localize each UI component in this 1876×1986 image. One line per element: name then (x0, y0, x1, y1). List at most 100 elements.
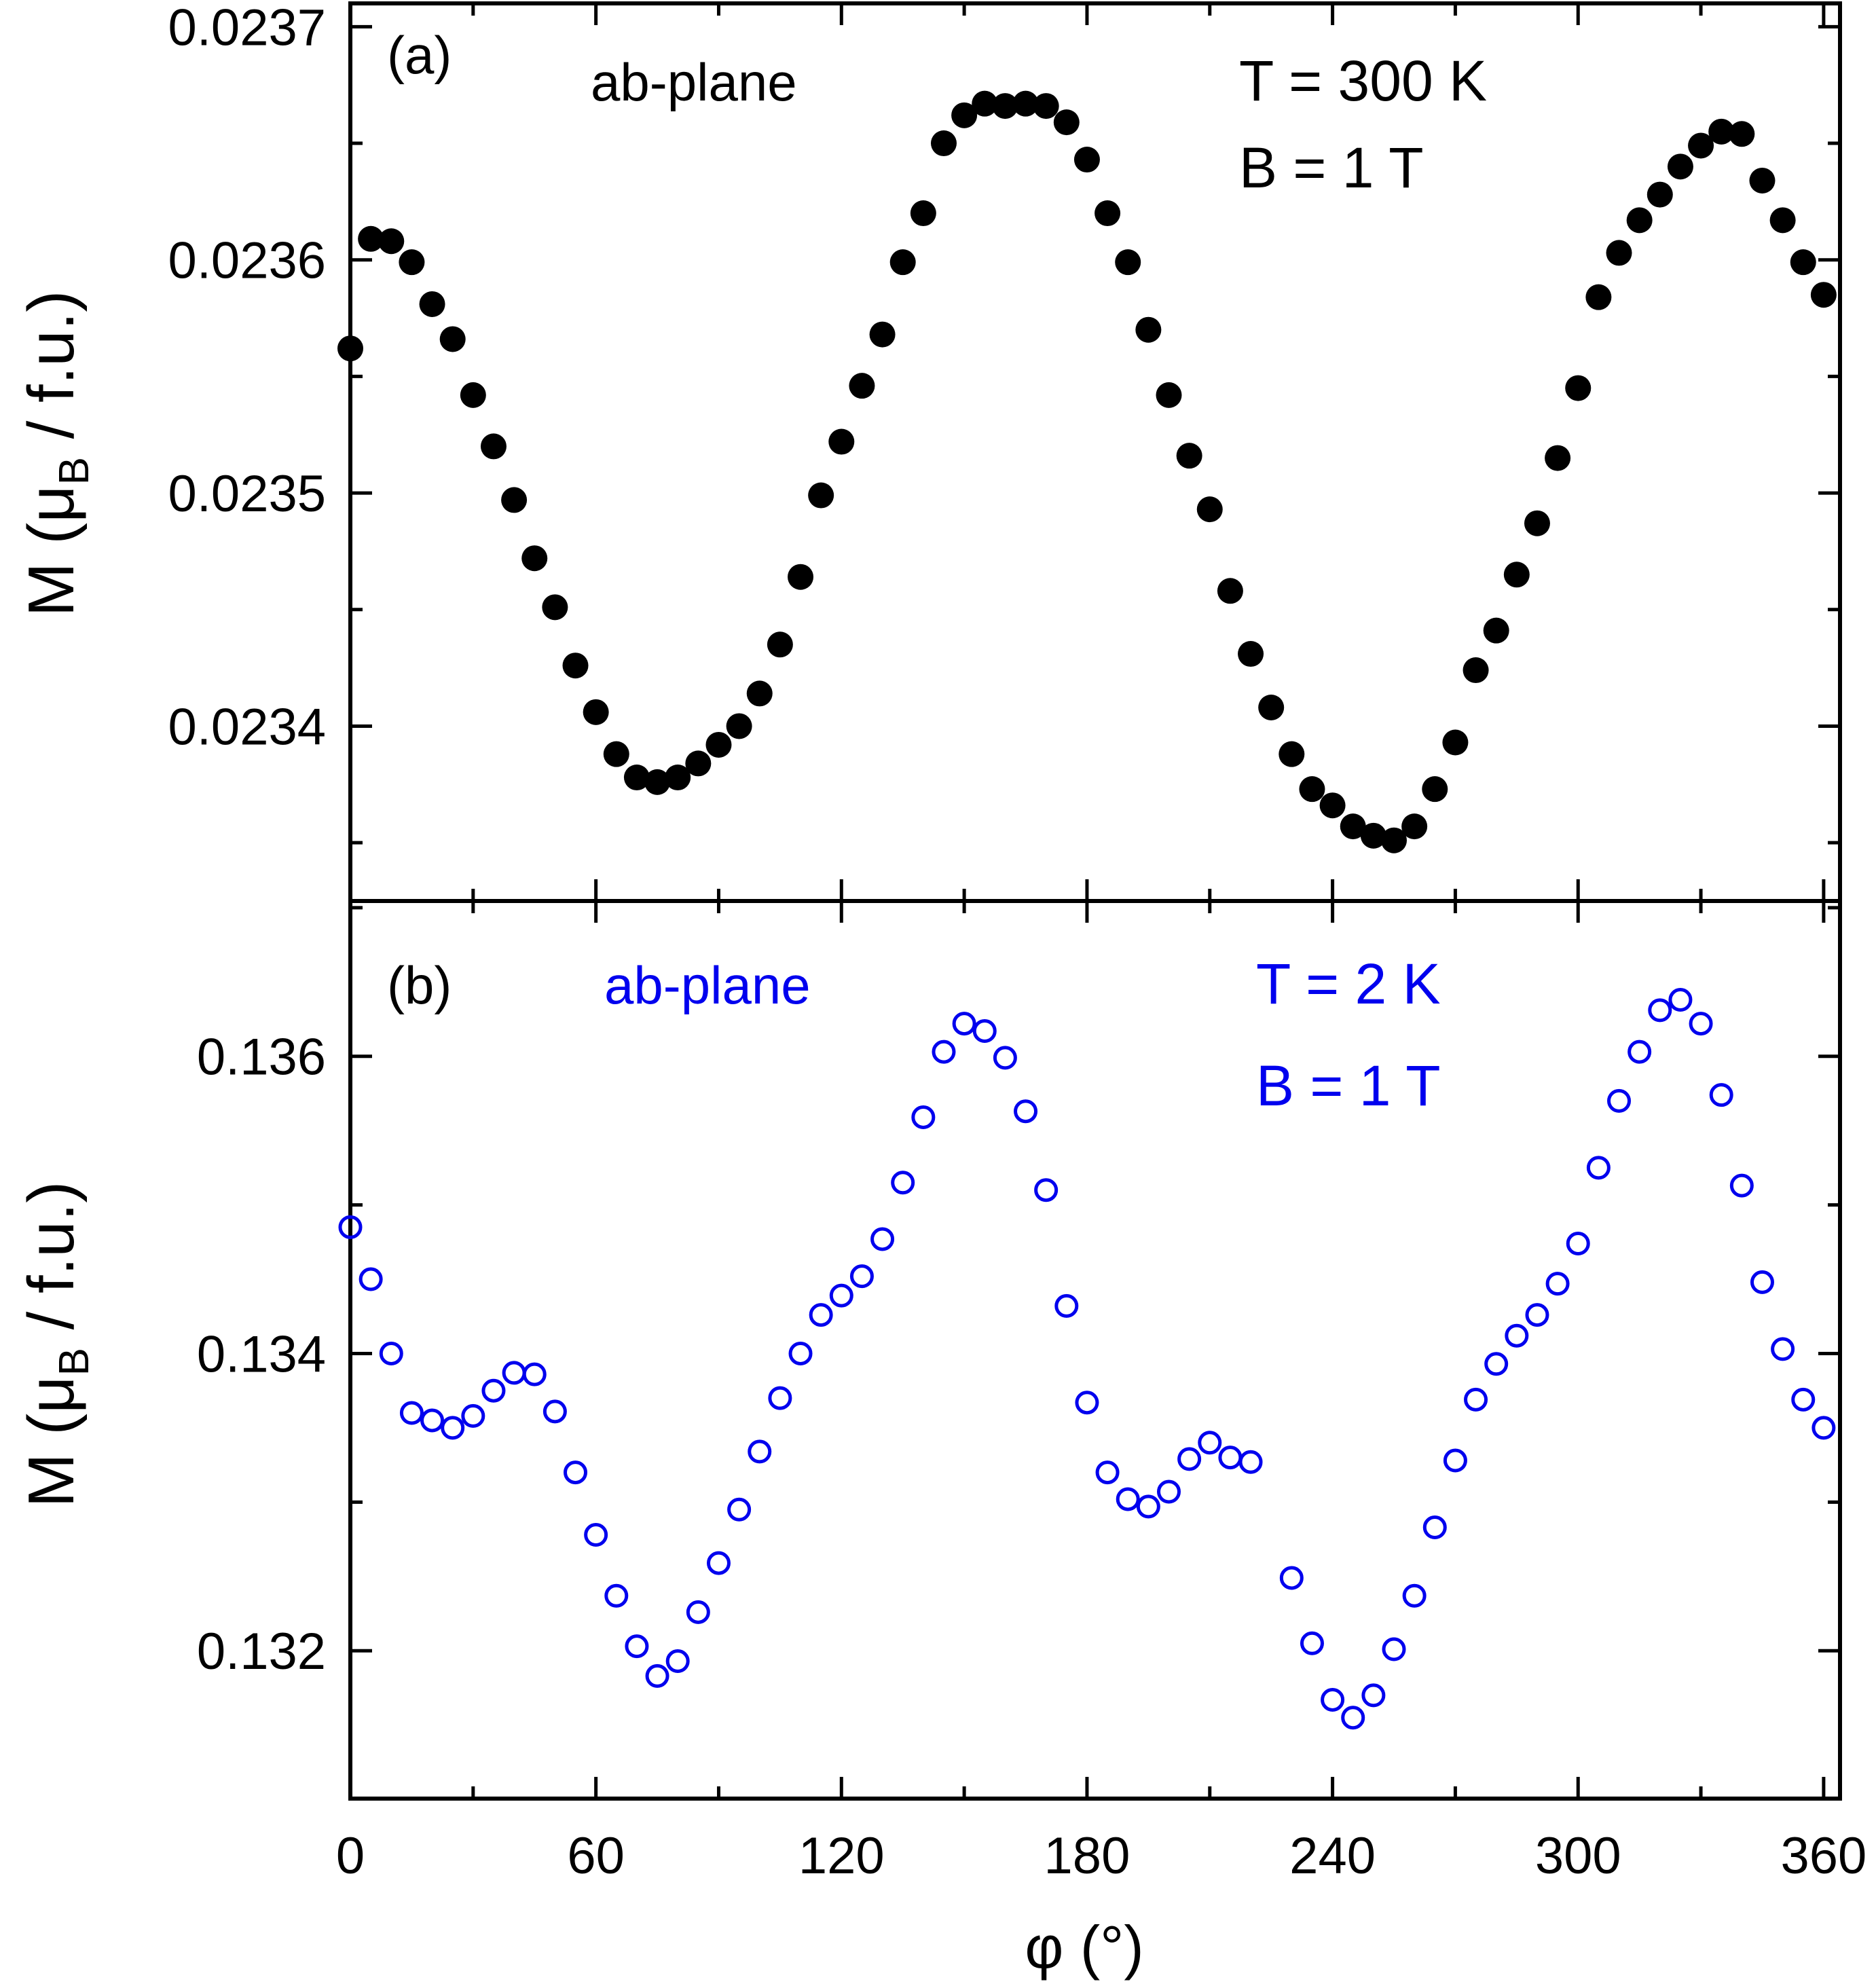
data-point (1217, 578, 1243, 604)
x-tick-label: 0 (336, 1827, 365, 1885)
data-point (623, 765, 650, 791)
data-point (1300, 1631, 1324, 1655)
data-point (1729, 121, 1755, 147)
data-point (564, 1460, 588, 1485)
data-point (378, 228, 405, 255)
data-point (788, 1341, 813, 1365)
data-point (889, 249, 916, 276)
data-point (788, 564, 814, 590)
data-point (542, 594, 568, 621)
data-point (542, 1399, 567, 1424)
data-point (685, 750, 712, 777)
data-point (1667, 153, 1693, 180)
panel-a-y-tick-label: 0.0234 (168, 698, 326, 756)
data-point (1442, 729, 1469, 756)
data-point (1648, 998, 1672, 1023)
data-point (1198, 1431, 1222, 1455)
data-point (358, 225, 384, 252)
panel-b: (b) ab-plane T = 2 K B = 1 T M (μB / f.u… (15, 952, 1441, 1981)
data-point (767, 631, 793, 658)
panel-a: (a) ab-plane T = 300 K B = 1 T M (μB / f… (15, 25, 1487, 617)
data-point (1443, 1448, 1467, 1473)
panel-a-y-tick-label: 0.0236 (168, 232, 326, 290)
data-point (338, 1215, 363, 1239)
data-point (1341, 1706, 1365, 1730)
data-point (1505, 1323, 1529, 1348)
data-point (1095, 1460, 1120, 1485)
data-point (1279, 1566, 1304, 1590)
data-point (1771, 1337, 1795, 1361)
data-point (1402, 1583, 1427, 1608)
panel-a-plane-annotation: ab-plane (591, 52, 797, 112)
data-point (686, 1600, 710, 1624)
data-point (1790, 249, 1816, 276)
data-point (748, 1439, 772, 1464)
data-point (1585, 284, 1612, 310)
data-point (1156, 1479, 1181, 1504)
data-point (1034, 1178, 1059, 1202)
data-point (1606, 240, 1632, 266)
panel-a-axes: 0.0234 0.0235 0.0236 0.0237 (168, 0, 1840, 901)
panel-a-data-points (337, 90, 1837, 853)
data-point (849, 1264, 874, 1289)
data-point (1769, 207, 1796, 234)
data-point (665, 1649, 690, 1674)
data-point (441, 1416, 465, 1440)
panel-b-temperature-annotation: T = 2 K (1256, 952, 1441, 1016)
data-point (951, 102, 978, 128)
data-point (1196, 496, 1223, 523)
data-point (1422, 1515, 1447, 1540)
panel-b-field-annotation: B = 1 T (1256, 1054, 1441, 1118)
data-point (399, 1401, 424, 1425)
data-point (480, 433, 507, 460)
data-point (1484, 1352, 1509, 1376)
data-point (399, 249, 425, 276)
data-point (1014, 1099, 1038, 1124)
data-point (1422, 776, 1448, 803)
panel-a-y-tick-label: 0.0235 (168, 465, 326, 523)
data-point (1075, 1391, 1099, 1415)
data-point (1545, 445, 1571, 471)
panel-b-label: (b) (387, 955, 452, 1015)
data-point (1177, 1447, 1202, 1471)
data-point (1503, 562, 1530, 588)
data-point (1095, 200, 1121, 227)
data-point (911, 1105, 936, 1129)
data-point (419, 291, 445, 317)
data-point (603, 741, 629, 767)
data-point (1012, 90, 1039, 117)
data-point (1545, 1272, 1570, 1296)
data-point (1525, 1303, 1549, 1327)
data-point (910, 200, 936, 227)
panel-b-plane-annotation: ab-plane (604, 955, 811, 1015)
data-point (337, 335, 363, 362)
data-point (1810, 282, 1837, 308)
data-point (1033, 93, 1059, 119)
data-point (1668, 988, 1693, 1012)
data-point (584, 1522, 608, 1547)
data-point (1299, 776, 1325, 803)
data-point (1401, 813, 1428, 840)
data-point (1708, 118, 1735, 145)
data-point (501, 487, 528, 513)
data-point (828, 428, 855, 455)
data-point (1238, 1450, 1263, 1474)
data-point (952, 1012, 976, 1036)
data-point (625, 1634, 649, 1659)
data-point (993, 1046, 1017, 1070)
data-point (1073, 147, 1100, 173)
data-point (1729, 1173, 1754, 1198)
panel-a-y-axis-label: M (μB / f.u.) (15, 291, 98, 617)
data-point (439, 326, 466, 352)
data-point (1586, 1156, 1611, 1180)
x-tick-label: 300 (1535, 1827, 1621, 1885)
data-point (809, 1303, 833, 1327)
data-point (808, 482, 834, 509)
data-point (1689, 1012, 1713, 1036)
data-point (1279, 741, 1305, 767)
data-point (1054, 1293, 1079, 1318)
data-point (972, 1019, 997, 1044)
data-point (829, 1283, 853, 1308)
panel-b-y-axis-label: M (μB / f.u.) (15, 1181, 98, 1508)
